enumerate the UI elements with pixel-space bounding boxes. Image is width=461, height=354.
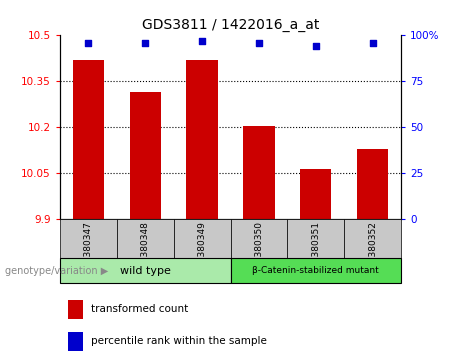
Text: GSM380350: GSM380350 bbox=[254, 222, 263, 276]
Text: GSM380347: GSM380347 bbox=[84, 222, 93, 276]
Bar bbox=[68, 300, 83, 319]
Point bbox=[369, 40, 376, 46]
Bar bbox=[230, 258, 401, 283]
Bar bbox=[60, 258, 230, 283]
Bar bbox=[117, 219, 174, 258]
Text: GSM380349: GSM380349 bbox=[198, 222, 207, 276]
Text: β-Catenin-stabilized mutant: β-Catenin-stabilized mutant bbox=[253, 266, 379, 275]
Point bbox=[198, 38, 206, 44]
Title: GDS3811 / 1422016_a_at: GDS3811 / 1422016_a_at bbox=[142, 18, 319, 32]
Bar bbox=[174, 219, 230, 258]
Text: wild type: wild type bbox=[120, 266, 171, 276]
Text: GSM380348: GSM380348 bbox=[141, 222, 150, 276]
Text: GSM380351: GSM380351 bbox=[311, 222, 320, 276]
Bar bbox=[60, 219, 117, 258]
Text: percentile rank within the sample: percentile rank within the sample bbox=[91, 336, 267, 346]
Text: genotype/variation ▶: genotype/variation ▶ bbox=[5, 266, 108, 276]
Bar bbox=[73, 60, 104, 219]
Bar bbox=[300, 169, 331, 219]
Bar bbox=[344, 219, 401, 258]
Bar bbox=[243, 126, 275, 219]
Point bbox=[142, 40, 149, 46]
Bar bbox=[186, 60, 218, 219]
Bar bbox=[130, 92, 161, 219]
Point bbox=[85, 40, 92, 46]
Text: transformed count: transformed count bbox=[91, 304, 189, 314]
Bar bbox=[230, 219, 287, 258]
Point bbox=[255, 40, 263, 46]
Text: GSM380352: GSM380352 bbox=[368, 222, 377, 276]
Point bbox=[312, 44, 319, 49]
Bar bbox=[68, 332, 83, 351]
Bar bbox=[357, 149, 388, 219]
Bar bbox=[287, 219, 344, 258]
